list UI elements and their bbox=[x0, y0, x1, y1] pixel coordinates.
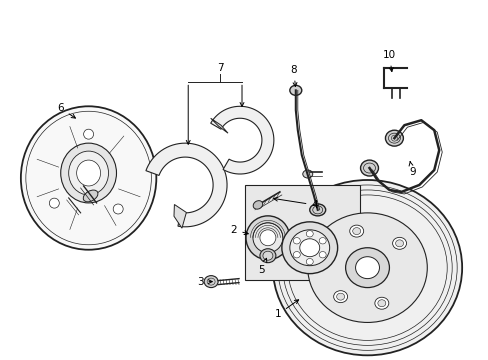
Ellipse shape bbox=[336, 293, 344, 300]
Ellipse shape bbox=[352, 228, 360, 235]
Ellipse shape bbox=[319, 238, 325, 244]
Ellipse shape bbox=[289, 85, 301, 95]
Ellipse shape bbox=[323, 255, 330, 261]
Polygon shape bbox=[210, 118, 227, 133]
Ellipse shape bbox=[305, 258, 313, 265]
Ellipse shape bbox=[374, 297, 388, 309]
Ellipse shape bbox=[395, 240, 403, 247]
Ellipse shape bbox=[245, 216, 289, 260]
Polygon shape bbox=[174, 204, 186, 228]
Text: 4: 4 bbox=[273, 197, 317, 210]
Ellipse shape bbox=[307, 213, 427, 323]
Ellipse shape bbox=[377, 300, 385, 307]
Ellipse shape bbox=[390, 135, 397, 141]
Text: 10: 10 bbox=[382, 50, 395, 72]
Ellipse shape bbox=[309, 204, 325, 216]
Ellipse shape bbox=[252, 223, 282, 253]
Polygon shape bbox=[210, 106, 273, 174]
Ellipse shape bbox=[355, 257, 379, 279]
Ellipse shape bbox=[293, 238, 300, 244]
Ellipse shape bbox=[77, 160, 101, 186]
Ellipse shape bbox=[319, 252, 325, 258]
Text: 1: 1 bbox=[274, 300, 298, 319]
Ellipse shape bbox=[260, 230, 275, 246]
Text: 7: 7 bbox=[216, 63, 223, 73]
Ellipse shape bbox=[49, 198, 59, 208]
Ellipse shape bbox=[272, 180, 461, 355]
Ellipse shape bbox=[345, 248, 388, 288]
Ellipse shape bbox=[203, 276, 218, 288]
Polygon shape bbox=[145, 143, 226, 227]
Text: 3: 3 bbox=[197, 276, 212, 287]
Ellipse shape bbox=[260, 249, 275, 263]
Ellipse shape bbox=[68, 151, 108, 195]
Ellipse shape bbox=[333, 291, 347, 303]
Ellipse shape bbox=[61, 143, 116, 203]
Ellipse shape bbox=[360, 160, 378, 176]
Ellipse shape bbox=[302, 170, 312, 178]
Ellipse shape bbox=[305, 231, 313, 237]
Bar bbox=[244, 185, 359, 280]
Ellipse shape bbox=[293, 252, 300, 258]
Ellipse shape bbox=[349, 225, 363, 237]
Ellipse shape bbox=[320, 252, 333, 264]
Ellipse shape bbox=[392, 237, 406, 249]
Ellipse shape bbox=[21, 106, 156, 250]
Ellipse shape bbox=[289, 230, 329, 266]
Ellipse shape bbox=[281, 222, 337, 274]
Text: 2: 2 bbox=[230, 225, 248, 235]
Text: 9: 9 bbox=[408, 161, 415, 177]
Ellipse shape bbox=[83, 190, 98, 202]
Ellipse shape bbox=[263, 251, 272, 260]
Ellipse shape bbox=[299, 239, 319, 257]
Ellipse shape bbox=[113, 204, 123, 214]
Ellipse shape bbox=[385, 130, 403, 146]
Ellipse shape bbox=[83, 129, 93, 139]
Text: 6: 6 bbox=[57, 103, 75, 118]
Text: 8: 8 bbox=[290, 66, 297, 86]
Ellipse shape bbox=[253, 201, 262, 209]
Text: 5: 5 bbox=[258, 258, 266, 275]
